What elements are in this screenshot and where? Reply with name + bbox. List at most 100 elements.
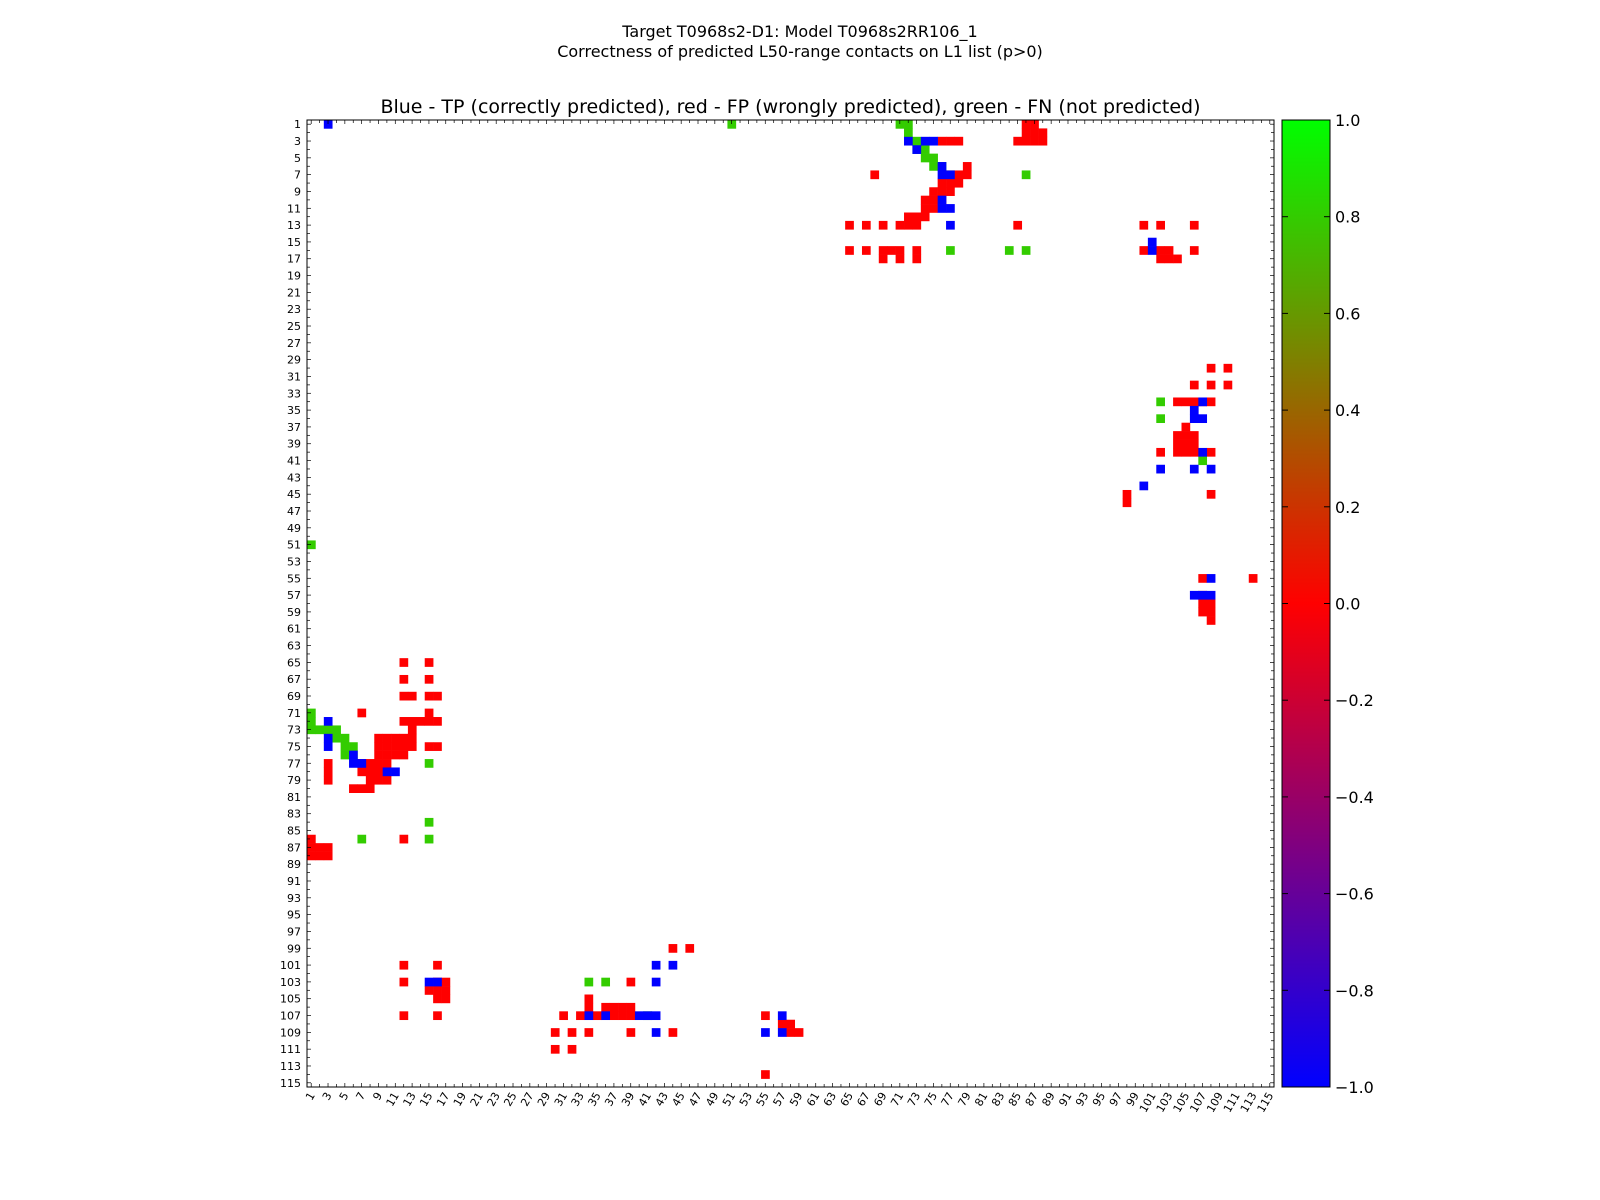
fp-cell (399, 658, 409, 667)
fp-cell (626, 1002, 636, 1012)
tp-cell (643, 1011, 653, 1021)
y-tick-label: 5 (294, 152, 301, 165)
fp-cell (1122, 498, 1132, 508)
fp-cell (1189, 220, 1199, 230)
fp-cell (559, 1011, 568, 1021)
y-tick-label: 1 (294, 118, 301, 131)
tp-cell (651, 960, 661, 970)
fn-cell (307, 725, 316, 735)
y-tick-label: 53 (287, 555, 301, 568)
fp-cell (323, 767, 333, 777)
fp-cell (592, 1011, 602, 1021)
fp-cell (962, 170, 972, 180)
y-tick-label: 89 (287, 858, 301, 871)
y-tick-label: 13 (287, 219, 301, 232)
tp-cell (1189, 464, 1199, 474)
fn-cell (424, 834, 434, 844)
x-tick-label: 37 (602, 1090, 620, 1109)
y-tick-label: 37 (287, 421, 301, 434)
colorbar-tick-label: −0.6 (1335, 885, 1374, 904)
fp-cell (1173, 431, 1182, 440)
fp-cell (878, 246, 888, 255)
x-tick-label: 79 (955, 1090, 973, 1109)
colorbar-tick-label: 0.6 (1335, 304, 1360, 323)
y-tick-label: 57 (287, 589, 301, 602)
x-tick-label: 33 (569, 1090, 587, 1109)
fp-cell (1206, 607, 1216, 617)
tp-cell (651, 1011, 661, 1021)
y-tick-label: 41 (287, 455, 301, 468)
tp-cell (1189, 405, 1199, 415)
fp-cell (929, 195, 938, 205)
tp-cell (357, 759, 367, 768)
tp-cell (668, 960, 678, 970)
y-tick-label: 75 (287, 740, 301, 753)
fp-cell (1173, 254, 1182, 264)
fp-cell (929, 204, 938, 213)
fp-cell (1156, 254, 1165, 264)
fp-cell (399, 1011, 409, 1021)
fn-cell (349, 742, 358, 751)
x-tick-label: 5 (337, 1090, 352, 1103)
fp-cell (1156, 220, 1165, 230)
fp-cell (433, 994, 442, 1004)
fp-cell (870, 170, 880, 180)
fp-cell (1139, 246, 1149, 255)
x-tick-label: 15 (417, 1090, 435, 1109)
fp-cell (382, 750, 392, 760)
x-tick-label: 109 (1204, 1090, 1226, 1115)
fp-cell (407, 717, 417, 726)
fn-cell (307, 540, 316, 550)
fp-cell (609, 1011, 619, 1021)
tp-cell (382, 767, 392, 777)
fp-cell (954, 136, 964, 146)
fp-cell (786, 1019, 796, 1029)
fp-cell (920, 195, 930, 205)
fp-cell (626, 977, 636, 987)
fp-cell (407, 691, 417, 701)
y-tick-label: 9 (294, 185, 301, 198)
fp-cell (618, 1002, 627, 1012)
tp-cell (584, 1011, 594, 1021)
fp-cell (1189, 246, 1199, 255)
fp-cell (601, 1002, 611, 1012)
fn-cell (904, 120, 913, 129)
tp-cell (1189, 590, 1199, 600)
fp-cell (391, 733, 400, 743)
tp-cell (601, 1011, 611, 1021)
tp-cell (391, 767, 400, 777)
colorbar-tick-label: 1.0 (1335, 111, 1360, 130)
plot-area (307, 120, 1274, 1087)
chart-title: Blue - TP (correctly predicted), red - F… (380, 96, 1201, 118)
x-tick-label: 81 (972, 1090, 990, 1109)
fp-cell (1122, 489, 1132, 499)
fp-cell (374, 759, 383, 768)
fp-cell (1189, 447, 1199, 457)
fp-cell (365, 784, 375, 793)
fp-cell (550, 1044, 560, 1054)
fn-cell (1004, 246, 1014, 255)
x-tick-label: 11 (384, 1090, 402, 1109)
fp-cell (685, 944, 695, 953)
y-tick-label: 35 (287, 404, 301, 417)
fp-cell (391, 750, 400, 760)
fn-cell (1198, 456, 1208, 466)
y-tick-label: 45 (287, 488, 301, 501)
fp-cell (761, 1070, 770, 1079)
fp-cell (895, 254, 905, 264)
x-tick-label: 21 (468, 1090, 486, 1109)
fp-cell (609, 1002, 619, 1012)
y-tick-label: 77 (287, 757, 301, 770)
x-tick-label: 85 (1006, 1090, 1024, 1109)
colorbar (1281, 119, 1331, 1088)
fp-cell (399, 733, 409, 743)
fp-cell (1156, 447, 1165, 457)
fp-cell (433, 960, 442, 970)
fp-cell (1189, 380, 1199, 390)
y-tick-label: 103 (280, 976, 301, 989)
y-tick-label: 67 (287, 673, 301, 686)
fp-cell (550, 1028, 560, 1037)
y-tick-label: 81 (287, 791, 301, 804)
fp-cell (1021, 136, 1031, 146)
